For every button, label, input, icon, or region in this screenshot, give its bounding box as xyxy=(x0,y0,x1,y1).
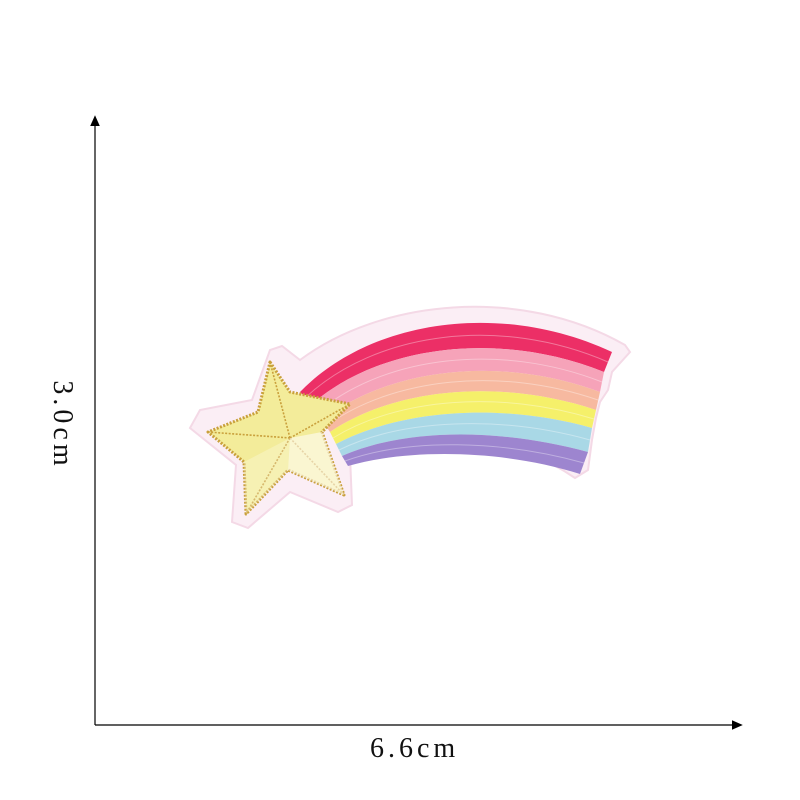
stripe-peach xyxy=(322,370,600,432)
stripe-red xyxy=(300,322,612,404)
shooting-star-patch xyxy=(188,305,632,530)
stripe-purple xyxy=(342,434,588,474)
stripe-yellow xyxy=(330,391,596,444)
width-dimension-label: 6.6cm xyxy=(370,733,460,764)
stripe-pink xyxy=(312,348,604,420)
stripe-blue xyxy=(336,412,592,456)
height-dimension-label: 3.0cm xyxy=(47,380,78,470)
